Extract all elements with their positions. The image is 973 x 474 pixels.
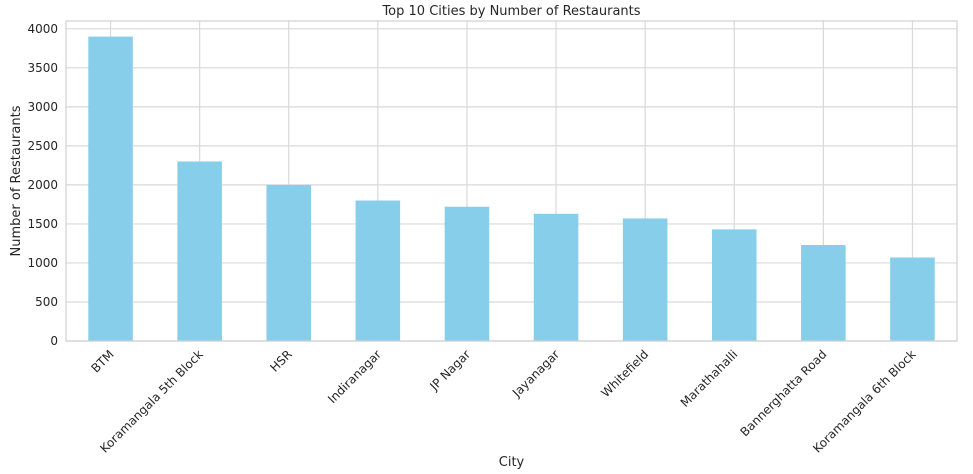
x-tick-label: HSR <box>267 347 295 375</box>
x-axis-label: City <box>499 455 525 470</box>
y-tick-label: 0 <box>50 334 58 348</box>
x-tick-label: Bannerghatta Road <box>737 347 829 439</box>
bar-jp-nagar <box>444 206 490 341</box>
y-tick-label: 4000 <box>27 22 58 36</box>
bar-jayanagar <box>533 213 579 341</box>
x-tick-label: Marathahalli <box>678 347 741 410</box>
y-tick-label: 500 <box>35 295 58 309</box>
chart-title: Top 10 Cities by Number of Restaurants <box>381 4 640 19</box>
bar-bannerghatta-road <box>801 245 846 341</box>
plot-frame <box>65 20 958 342</box>
y-tick-labels: 0 500 1000 1500 2000 2500 3000 3500 4000 <box>27 22 58 348</box>
bar-koramangala-5th-block <box>177 161 222 341</box>
x-tick-label: Indiranagar <box>325 347 384 406</box>
bar-hsr <box>266 184 312 341</box>
y-tick-label: 2500 <box>27 139 58 153</box>
bar-layer <box>88 36 935 342</box>
y-axis-label: Number of Restaurants <box>9 105 24 256</box>
y-tick-label: 3500 <box>27 61 58 75</box>
x-tick-label: Jayanagar <box>509 347 562 400</box>
y-tick-label: 3000 <box>27 100 58 114</box>
x-tick-label: JP Nagar <box>427 347 474 394</box>
x-tick-label: Koramangala 5th Block <box>97 347 205 455</box>
bar-btm <box>88 36 133 342</box>
y-tick-label: 1000 <box>27 256 58 270</box>
y-tick-label: 1500 <box>27 217 58 231</box>
x-tick-label: Koramangala 6th Block <box>810 347 918 455</box>
bar-marathahalli <box>711 229 757 341</box>
x-tick-label: BTM <box>88 347 116 375</box>
y-tick-label: 2000 <box>27 178 58 192</box>
x-tick-label: Whitefield <box>598 347 651 400</box>
bar-indiranagar <box>355 200 401 341</box>
bar-koramangala-6th-block <box>890 257 935 341</box>
bar-whitefield <box>622 218 668 341</box>
